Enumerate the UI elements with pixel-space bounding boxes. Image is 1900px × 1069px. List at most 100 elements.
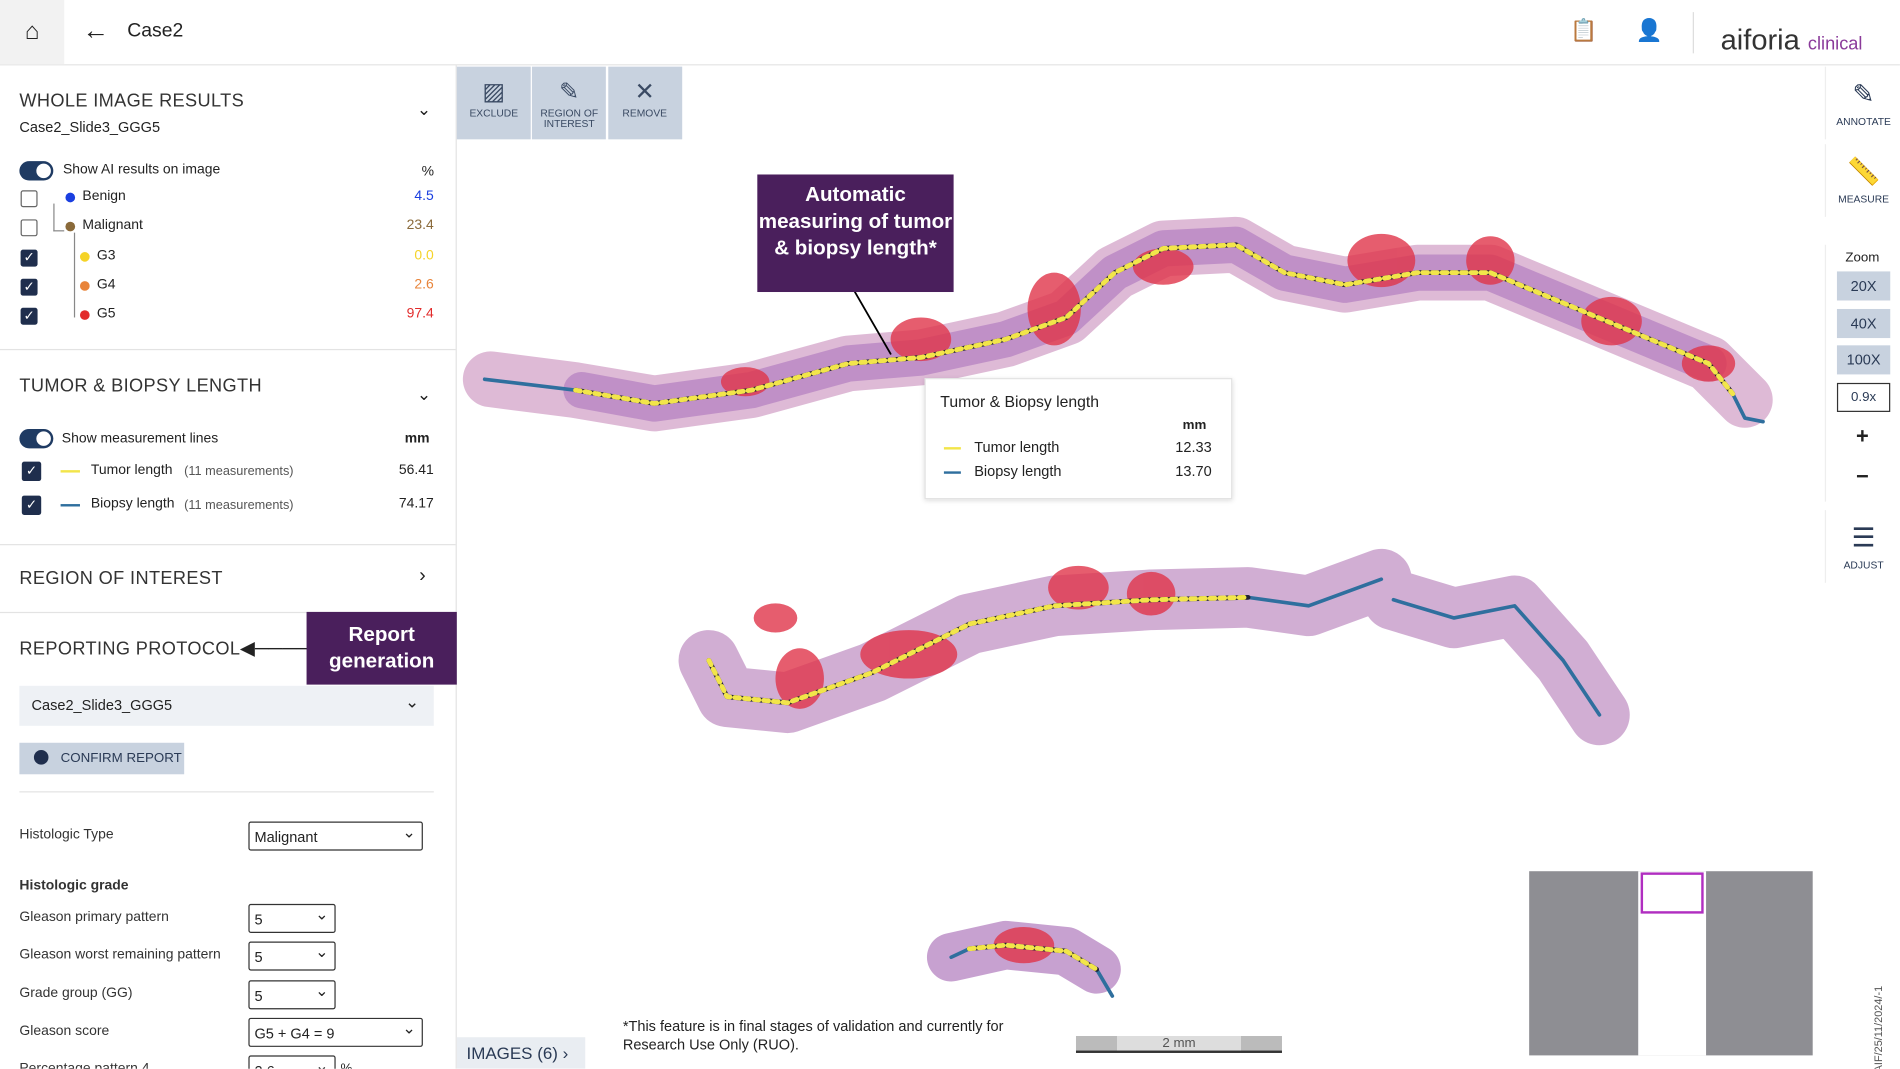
button-label: CONFIRM REPORT — [60, 751, 182, 766]
section-title[interactable]: REGION OF INTEREST — [19, 568, 223, 589]
minimap[interactable] — [1529, 871, 1813, 1056]
tool-icon: ▨ — [482, 78, 506, 106]
field-select[interactable]: 5 — [248, 938, 336, 971]
row-value: 74.17 — [398, 496, 434, 512]
class-value: 0.0 — [414, 247, 434, 263]
zoom-button[interactable]: 40X — [1836, 308, 1891, 338]
checkbox[interactable]: ✓ — [20, 307, 38, 325]
unit: % — [421, 164, 435, 180]
legend-line — [943, 471, 961, 474]
sidebar — [0, 65, 457, 1069]
zoom-button[interactable]: 100X — [1836, 345, 1891, 375]
tool-button[interactable]: ✕ REMOVE — [607, 66, 682, 140]
top-bar — [0, 0, 1900, 66]
minimap-slide — [1638, 871, 1707, 1056]
row-name: Tumor length — [90, 462, 173, 478]
footnote: *This feature is in final stages of vali… — [622, 1017, 1004, 1053]
legend-line — [60, 504, 80, 507]
confirm-button[interactable]: CONFIRM REPORT — [19, 742, 185, 775]
tool-button[interactable]: ✎ ANNOTATE — [1824, 66, 1900, 140]
class-name: G4 — [96, 277, 116, 292]
tool-label: MEASURE — [1838, 192, 1890, 205]
class-dot — [65, 222, 76, 232]
tool-button[interactable]: ☰ ADJUST — [1824, 510, 1900, 583]
collapse-icon[interactable]: ⌄ — [416, 384, 432, 404]
class-value: 97.4 — [406, 306, 434, 322]
tool-icon: ✎ — [559, 78, 580, 106]
zoom-button[interactable]: 20X — [1836, 271, 1891, 301]
collapse-icon[interactable]: ⌄ — [416, 99, 432, 119]
tool-icon: ☰ — [1851, 522, 1876, 553]
row-name: Biopsy length — [90, 496, 175, 512]
checkbox[interactable]: ✓ — [21, 461, 42, 482]
images-button[interactable]: IMAGES (6) › — [456, 1037, 586, 1069]
class-value: 2.6 — [414, 277, 434, 292]
field-select[interactable]: Malignant — [248, 818, 423, 851]
home-button[interactable]: ⌂ — [0, 0, 65, 65]
field-label: Gleason primary pattern — [19, 909, 169, 925]
protocol-select[interactable]: Case2_Slide3_GGG5 ⌄ — [19, 685, 434, 726]
divider — [0, 348, 456, 351]
zoom-out[interactable]: − — [1856, 464, 1869, 489]
toggle[interactable] — [19, 161, 54, 181]
toggle[interactable] — [19, 428, 54, 449]
checkbox[interactable]: ✓ — [20, 249, 38, 267]
class-dot — [79, 251, 90, 262]
tooltip-row-value: 12.33 — [1175, 438, 1212, 456]
divider — [19, 791, 434, 793]
tooltip-row-name: Biopsy length — [974, 462, 1062, 480]
class-name: Malignant — [82, 218, 143, 234]
tool-label: ADJUST — [1843, 558, 1884, 571]
slide-viewer[interactable] — [457, 65, 1825, 1068]
legend-line — [943, 447, 961, 450]
checkbox[interactable] — [20, 219, 38, 237]
field-select[interactable]: 2.6 — [248, 1052, 336, 1069]
tool-label: EXCLUDE — [469, 106, 519, 119]
field-select[interactable]: 5 — [248, 900, 336, 934]
section-title: WHOLE IMAGE RESULTS — [19, 90, 245, 112]
tool-button[interactable]: ▨ EXCLUDE — [456, 66, 531, 140]
zoom-current[interactable]: 0.9x — [1836, 382, 1891, 412]
minimap-viewport — [1640, 872, 1704, 914]
section-title: REPORTING PROTOCOL — [19, 638, 241, 660]
brand: aiforia — [1720, 24, 1800, 57]
brand-logo: aiforia clinical — [1721, 24, 1863, 58]
slide-name: Case2_Slide3_GGG5 — [19, 118, 161, 136]
tool-label: REMOVE — [622, 106, 668, 119]
class-name: Benign — [82, 189, 126, 204]
tool-button[interactable]: ✎ REGION OF INTEREST — [532, 66, 607, 140]
tree-line — [53, 203, 65, 232]
brand-suffix: clinical — [1807, 33, 1863, 55]
back-button[interactable]: ← — [82, 14, 110, 45]
field-label: Gleason score — [19, 1023, 110, 1039]
zoom-in[interactable]: + — [1856, 424, 1869, 449]
field-select[interactable]: 5 — [248, 976, 336, 1009]
tool-icon: ✎ — [1852, 78, 1875, 110]
class-dot — [79, 280, 90, 291]
divider — [0, 611, 456, 614]
checkbox[interactable]: ✓ — [21, 495, 42, 515]
field-label: Histologic Type — [19, 827, 114, 843]
checkbox[interactable] — [20, 190, 38, 208]
select-value: Case2_Slide3_GGG5 — [31, 696, 173, 714]
callout: Report generation — [306, 611, 457, 685]
section-title: TUMOR & BIOPSY LENGTH — [19, 375, 263, 397]
expand-icon[interactable]: › — [419, 565, 426, 587]
tool-button[interactable]: 📏 MEASURE — [1824, 144, 1900, 217]
tool-label: ANNOTATE — [1836, 115, 1891, 128]
field-label: Percentage pattern 4 — [19, 1062, 149, 1069]
tooltip-title: Tumor & Biopsy length — [940, 392, 1100, 411]
tooltip-row-name: Tumor length — [974, 438, 1060, 456]
toggle-label: Show measurement lines — [61, 431, 219, 446]
clipboard-icon[interactable]: 📋 — [1570, 18, 1598, 43]
row-value: 56.41 — [398, 462, 434, 478]
side-code: AIF/25/11/2024/-1 — [1872, 985, 1885, 1069]
field-select[interactable]: G5 + G4 = 9 — [248, 1014, 423, 1047]
toggle-label: Show AI results on image — [63, 162, 221, 177]
case-title: Case2 — [127, 20, 184, 42]
checkbox[interactable]: ✓ — [20, 278, 38, 296]
row-count: (11 measurements) — [184, 464, 294, 479]
scale-bar: 2 mm — [1075, 1036, 1282, 1053]
user-icon[interactable]: 👤 — [1635, 18, 1663, 43]
